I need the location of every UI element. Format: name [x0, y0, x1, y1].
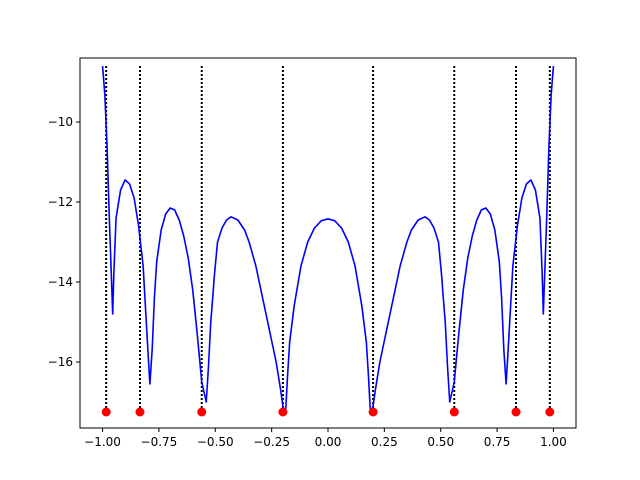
data-point-0	[101, 407, 111, 417]
data-point-2	[197, 407, 207, 417]
x-tick-label-1: −0.75	[141, 435, 178, 449]
x-tick-label-7: 0.75	[484, 435, 511, 449]
y-tick-label-0: −16	[48, 355, 73, 369]
y-tick-label-2: −12	[48, 195, 73, 209]
x-tick-label-3: −0.25	[253, 435, 290, 449]
data-point-4	[368, 407, 378, 417]
curve-line	[101, 65, 555, 413]
data-point-3	[278, 407, 288, 417]
x-tick-label-6: 0.50	[427, 435, 454, 449]
data-point-6	[511, 407, 521, 417]
vertical-lines	[105, 66, 551, 412]
y-tick-label-3: −10	[48, 115, 73, 129]
y-axis-ticks: −16 −14 −12 −10	[48, 115, 80, 369]
data-point-7	[545, 407, 555, 417]
x-tick-label-2: −0.50	[197, 435, 234, 449]
x-tick-label-8: 1.00	[540, 435, 567, 449]
data-point-5	[449, 407, 459, 417]
axes-frame	[79, 57, 577, 429]
x-axis-ticks: −1.00 −0.75 −0.50 −0.25 0.00 0.25 0.50 0.75 1.00	[84, 428, 567, 449]
x-tick-label-4: 0.00	[315, 435, 342, 449]
x-tick-label-0: −1.00	[84, 435, 121, 449]
curve-layer	[101, 65, 555, 413]
x-tick-label-5: 0.25	[371, 435, 398, 449]
points-layer	[101, 407, 555, 417]
y-tick-label-1: −14	[48, 275, 73, 289]
data-point-1	[135, 407, 145, 417]
